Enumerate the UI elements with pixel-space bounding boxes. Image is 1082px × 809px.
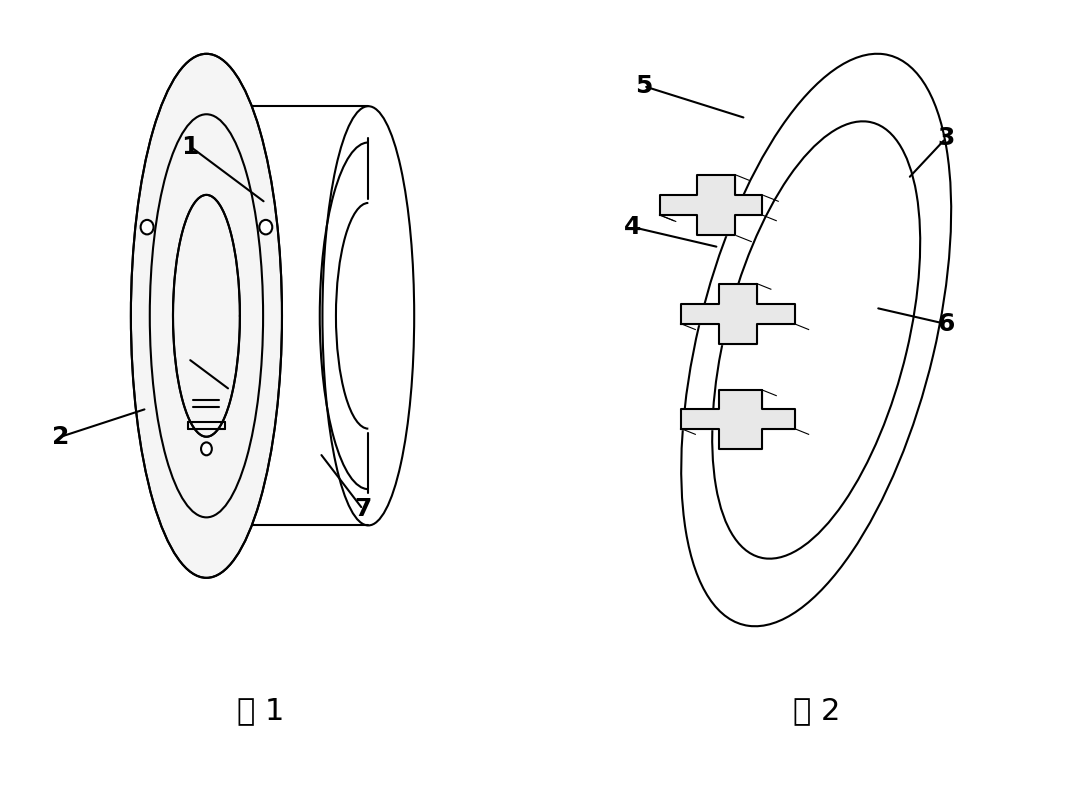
Ellipse shape — [201, 443, 212, 455]
Text: 2: 2 — [52, 425, 69, 449]
Polygon shape — [660, 175, 762, 235]
Polygon shape — [682, 284, 794, 344]
Polygon shape — [682, 390, 794, 449]
Ellipse shape — [260, 220, 273, 235]
Text: 7: 7 — [354, 498, 371, 521]
Text: 1: 1 — [182, 134, 199, 159]
Text: 4: 4 — [624, 215, 642, 239]
Text: 图 1: 图 1 — [237, 697, 285, 726]
Text: 6: 6 — [937, 312, 954, 336]
Ellipse shape — [141, 220, 154, 235]
Text: 5: 5 — [635, 74, 652, 98]
Text: 3: 3 — [937, 126, 954, 150]
Ellipse shape — [131, 53, 282, 578]
Text: 图 2: 图 2 — [792, 697, 840, 726]
